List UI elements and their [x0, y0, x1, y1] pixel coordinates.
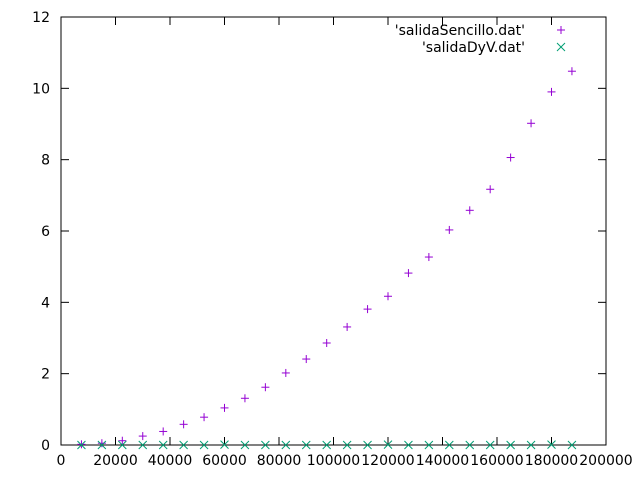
data-point-salidadyv	[97, 440, 107, 450]
x-tick-label: 20000	[93, 453, 138, 469]
legend: 'salidaSencillo.dat''salidaDyV.dat'	[395, 23, 566, 56]
data-point-salidasencillo	[118, 436, 127, 445]
y-tick-label: 2	[41, 367, 50, 383]
legend-marker	[557, 26, 565, 34]
data-point-salidadyv	[342, 440, 352, 450]
data-point-salidasencillo	[159, 427, 168, 436]
data-point-salidasencillo	[404, 269, 413, 278]
y-tick-label: 0	[41, 438, 50, 454]
x-tick-label: 120000	[361, 453, 414, 469]
data-point-salidadyv	[485, 440, 495, 450]
x-tick-label: 160000	[470, 453, 523, 469]
data-point-salidasencillo	[424, 253, 433, 262]
data-point-salidadyv	[240, 440, 250, 450]
data-point-salidasencillo	[220, 403, 229, 412]
data-point-salidadyv	[322, 440, 332, 450]
data-point-salidasencillo	[486, 185, 495, 194]
data-points	[77, 67, 577, 450]
y-tick-label: 10	[32, 81, 50, 97]
legend-label: 'salidaDyV.dat'	[422, 40, 525, 56]
data-point-salidasencillo	[465, 206, 474, 215]
data-point-salidasencillo	[527, 119, 536, 128]
data-point-salidadyv	[220, 440, 229, 449]
data-point-salidasencillo	[302, 355, 311, 364]
data-point-salidadyv	[158, 440, 168, 450]
data-point-salidadyv	[444, 440, 454, 450]
x-tick-label: 200000	[579, 453, 632, 469]
y-tick-label: 6	[41, 224, 50, 240]
data-point-salidadyv	[199, 440, 209, 450]
data-point-salidadyv	[301, 440, 311, 450]
data-point-salidasencillo	[281, 368, 290, 377]
x-tick-label: 60000	[202, 453, 247, 469]
x-tick-label: 40000	[148, 453, 193, 469]
y-tick-label: 4	[41, 295, 50, 311]
data-point-salidasencillo	[261, 383, 270, 392]
data-point-salidadyv	[526, 440, 536, 450]
data-point-salidasencillo	[567, 67, 576, 76]
data-point-salidasencillo	[547, 87, 556, 96]
legend-marker	[556, 42, 566, 52]
data-point-salidasencillo	[179, 420, 188, 429]
data-point-salidadyv	[404, 440, 413, 450]
data-point-salidasencillo	[97, 439, 106, 448]
data-point-salidadyv	[363, 440, 372, 450]
data-point-salidadyv	[506, 440, 515, 450]
data-point-salidadyv	[547, 440, 556, 449]
data-point-salidasencillo	[77, 440, 86, 449]
plot-frame	[60, 16, 607, 446]
data-point-salidasencillo	[445, 225, 454, 234]
y-tick-label: 8	[41, 153, 50, 169]
axis-ticks	[60, 16, 607, 446]
data-point-salidadyv	[465, 440, 475, 450]
data-point-salidasencillo	[384, 292, 392, 301]
data-point-salidadyv	[77, 440, 86, 450]
data-point-salidasencillo	[138, 432, 147, 441]
x-tick-label: 80000	[257, 453, 302, 469]
data-point-salidadyv	[567, 440, 577, 450]
data-point-salidadyv	[424, 440, 434, 450]
data-point-salidadyv	[117, 440, 127, 450]
x-tick-label: 180000	[525, 453, 578, 469]
y-tick-label: 12	[32, 10, 50, 26]
x-tick-label: 0	[57, 453, 66, 469]
data-point-salidadyv	[383, 440, 393, 449]
data-point-salidasencillo	[322, 338, 331, 347]
x-tick-label: 100000	[307, 453, 360, 469]
data-point-salidadyv	[261, 440, 270, 450]
data-point-salidadyv	[179, 440, 188, 450]
data-point-salidadyv	[138, 440, 148, 450]
legend-label: 'salidaSencillo.dat'	[395, 23, 525, 39]
data-point-salidasencillo	[363, 305, 372, 314]
data-point-salidasencillo	[200, 413, 209, 422]
data-point-salidasencillo	[240, 394, 249, 403]
data-point-salidasencillo	[506, 153, 515, 162]
data-point-salidasencillo	[343, 322, 352, 331]
axis-tick-labels: 0 20000 40000 60000 80000 100000 120000 140000 1…	[32, 10, 633, 469]
data-point-salidadyv	[281, 440, 291, 450]
x-tick-label: 140000	[416, 453, 469, 469]
